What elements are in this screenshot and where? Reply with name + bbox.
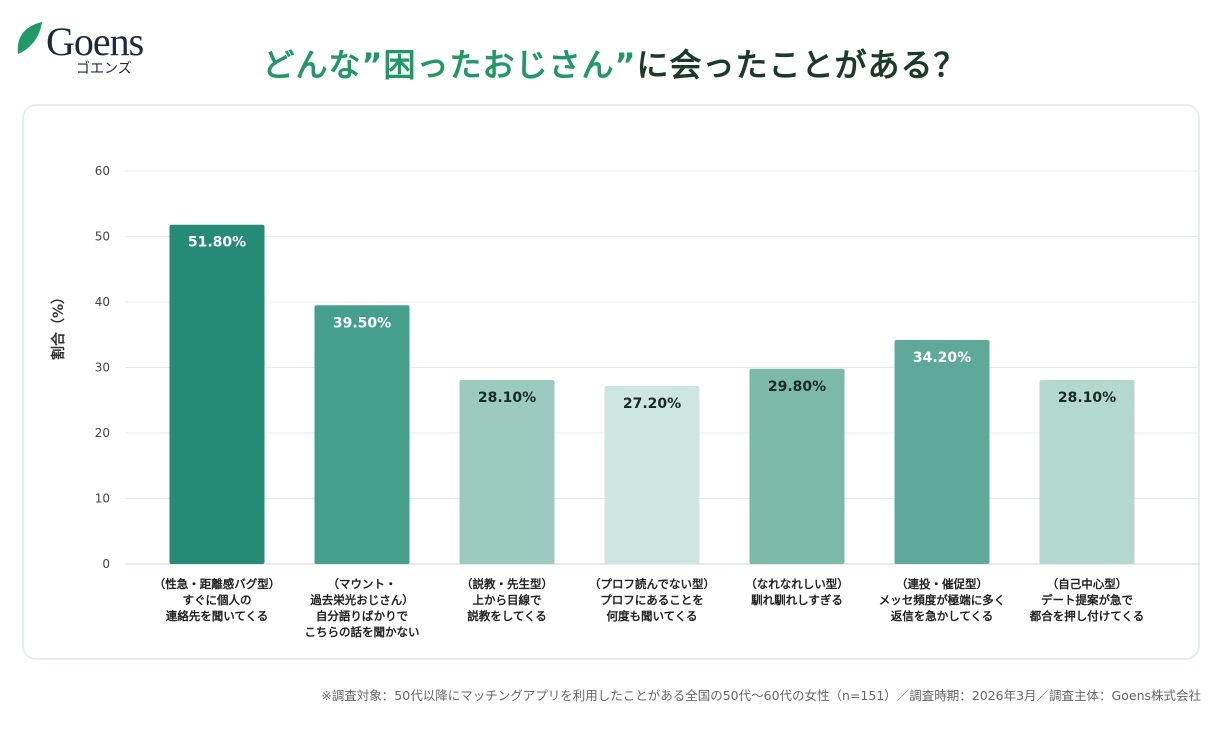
data-label: 28.10% <box>1058 390 1116 406</box>
x-tick-label: （なれなれしい型） <box>745 577 849 591</box>
data-label: 34.20% <box>913 350 971 366</box>
y-tick-label: 40 <box>95 295 110 309</box>
x-tick-label: 返信を急かしてくる <box>891 609 994 623</box>
x-tick-label: （自己中心型） <box>1047 577 1128 591</box>
x-tick-label: （説教・先生型） <box>461 577 553 591</box>
x-tick-label: 上から目線で <box>473 593 542 607</box>
data-label: 39.50% <box>333 315 391 331</box>
x-tick-label: メッセ頻度が極端に多く <box>879 593 1006 607</box>
survey-note: ※調査対象：50代以降にマッチングアプリを利用したことがある全国の50代〜60代… <box>321 688 1201 703</box>
x-tick-label: こちらの話を聞かない <box>305 625 420 639</box>
bar <box>749 368 845 564</box>
x-tick-label: 馴れ馴れしすぎる <box>751 593 843 607</box>
data-label: 27.20% <box>623 396 681 412</box>
bar <box>894 339 990 564</box>
x-tick-label: （マウント・ <box>328 577 397 591</box>
x-tick-label: プロフにあることを <box>600 593 704 607</box>
x-tick-label: 自分語りばかりで <box>316 609 408 623</box>
y-tick-label: 50 <box>95 230 110 244</box>
data-label: 51.80% <box>188 235 246 251</box>
x-tick-label: 説教をしてくる <box>467 609 547 623</box>
logo-kana: ゴエンズ <box>76 61 132 77</box>
chart-card <box>22 104 1200 660</box>
y-axis-label: 割合（%） <box>51 289 67 360</box>
data-label: 28.10% <box>478 390 536 406</box>
x-tick-label: （連投・催促型） <box>896 577 988 591</box>
bar <box>459 379 555 564</box>
x-tick-label: デート提案が急で <box>1041 593 1133 607</box>
page-title: どんな”困ったおじさん”に会ったことがある？ <box>0 40 1229 86</box>
bar <box>1039 379 1135 564</box>
bar <box>314 305 410 564</box>
logo-word: Goens <box>46 19 144 64</box>
bar <box>169 224 265 564</box>
title-rest: に会ったことがある？ <box>636 46 967 84</box>
y-tick-label: 30 <box>95 361 110 375</box>
x-tick-label: 連絡先を聞いてくる <box>166 609 269 623</box>
data-label: 29.80% <box>768 379 826 395</box>
x-tick-label: （プロフ読んでない型） <box>589 577 715 591</box>
x-tick-label: 過去栄光おじさん） <box>309 593 414 607</box>
y-tick-label: 20 <box>95 426 110 440</box>
x-tick-label: （性急・距離感バグ型） <box>154 577 281 591</box>
x-tick-label: 何度も聞いてくる <box>606 609 697 623</box>
leaf-icon <box>17 22 42 54</box>
y-tick-label: 10 <box>95 492 110 506</box>
x-tick-label: すぐに個人の <box>183 593 252 607</box>
goens-logo: Goens ゴエンズ <box>14 18 174 78</box>
x-tick-label: 都合を押し付けてくる <box>1029 609 1144 623</box>
bar <box>604 385 700 564</box>
y-tick-label: 0 <box>102 557 110 571</box>
title-highlight: どんな”困ったおじさん” <box>262 46 637 84</box>
y-tick-label: 60 <box>95 164 110 178</box>
